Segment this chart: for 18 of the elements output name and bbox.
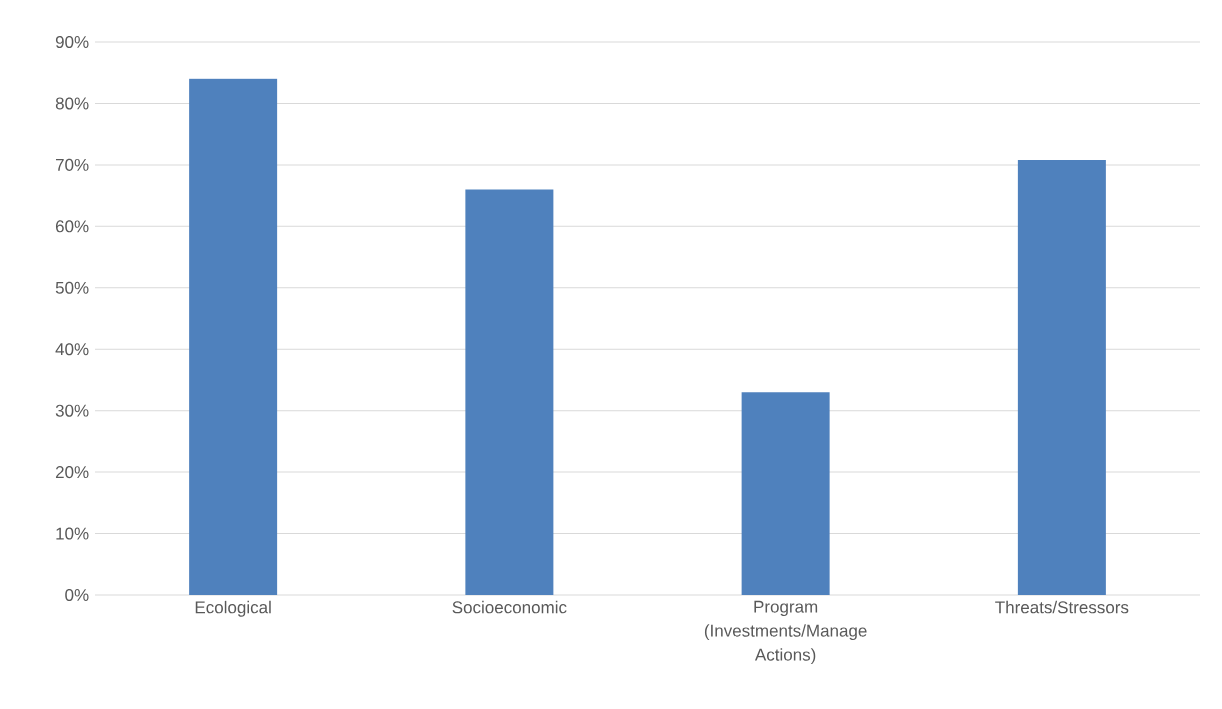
bar [741,392,830,595]
y-tick-label: 30% [55,404,89,417]
y-tick-label: 60% [55,220,89,233]
y-tick-label: 50% [55,281,89,294]
x-tick-label: Program (Investments/Manage Actions) [704,600,867,665]
y-tick-label: 80% [55,97,89,110]
y-tick-label: 20% [55,466,89,479]
y-tick-label: 70% [55,158,89,171]
y-tick-label: 90% [55,35,89,49]
x-tick-label: Threats/Stressors [995,600,1129,614]
y-tick-label: 0% [65,588,89,602]
y-tick-label: 10% [56,527,89,540]
x-tick-label: Ecological [195,600,271,617]
bar [189,78,278,595]
bar [1017,159,1106,595]
bar [465,189,554,595]
x-tick-label: Socioeconomic [452,600,567,614]
y-tick-label: 40% [55,343,89,356]
